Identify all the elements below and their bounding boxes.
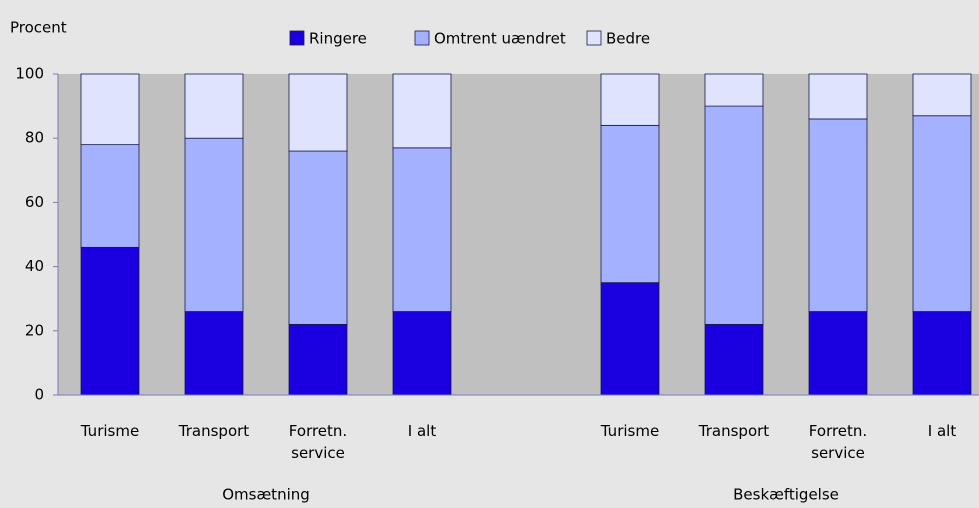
y-axis-label: Procent [10, 19, 67, 37]
legend-swatch [289, 30, 305, 46]
x-tick-label: I alt [407, 422, 437, 440]
bar-segment [808, 73, 868, 120]
bar-segment [288, 150, 348, 325]
bar-segment [80, 73, 140, 146]
legend-label: Omtrent uændret [434, 30, 566, 48]
legend-label: Ringere [309, 30, 367, 48]
y-tick-label: 60 [25, 193, 44, 211]
bar-segment [600, 124, 660, 284]
group-label: Omsætning [222, 486, 310, 504]
bar-segment [184, 137, 244, 312]
y-tick-label: 100 [15, 65, 44, 83]
bar-segment [80, 144, 140, 248]
bar-segment [184, 311, 244, 396]
bar-segment [288, 323, 348, 396]
x-tick-label: Transport [178, 422, 250, 440]
legend-swatch [414, 30, 430, 46]
y-tick-label: 20 [25, 321, 44, 339]
legend-label: Bedre [606, 30, 650, 48]
y-tick-label: 40 [25, 257, 44, 275]
bar-segment [704, 73, 764, 107]
bar-segment [392, 311, 452, 396]
group-label: Beskæftigelse [733, 486, 839, 504]
bar-segment [184, 73, 244, 139]
bar-segment [392, 147, 452, 312]
x-tick-label: Turisme [600, 422, 660, 440]
bar-segment [912, 73, 972, 117]
bar-segment [704, 105, 764, 325]
bar-segment [808, 311, 868, 396]
bar-segment [808, 118, 868, 312]
bar-segment [392, 73, 452, 149]
bar-segment [600, 73, 660, 126]
legend-swatch [586, 30, 602, 46]
x-tick-label: Forretn. service [808, 422, 868, 462]
bar-segment [912, 311, 972, 396]
bar-segment [288, 73, 348, 152]
bar-segment [80, 246, 140, 396]
bar-segment [704, 323, 764, 396]
bar-segment [912, 115, 972, 312]
bar-segment [600, 282, 660, 396]
y-tick-label: 80 [25, 129, 44, 147]
x-tick-label: Turisme [80, 422, 140, 440]
x-tick-label: Transport [698, 422, 770, 440]
x-tick-label: I alt [927, 422, 957, 440]
x-tick-label: Forretn. service [288, 422, 348, 462]
y-tick-label: 0 [34, 386, 44, 404]
